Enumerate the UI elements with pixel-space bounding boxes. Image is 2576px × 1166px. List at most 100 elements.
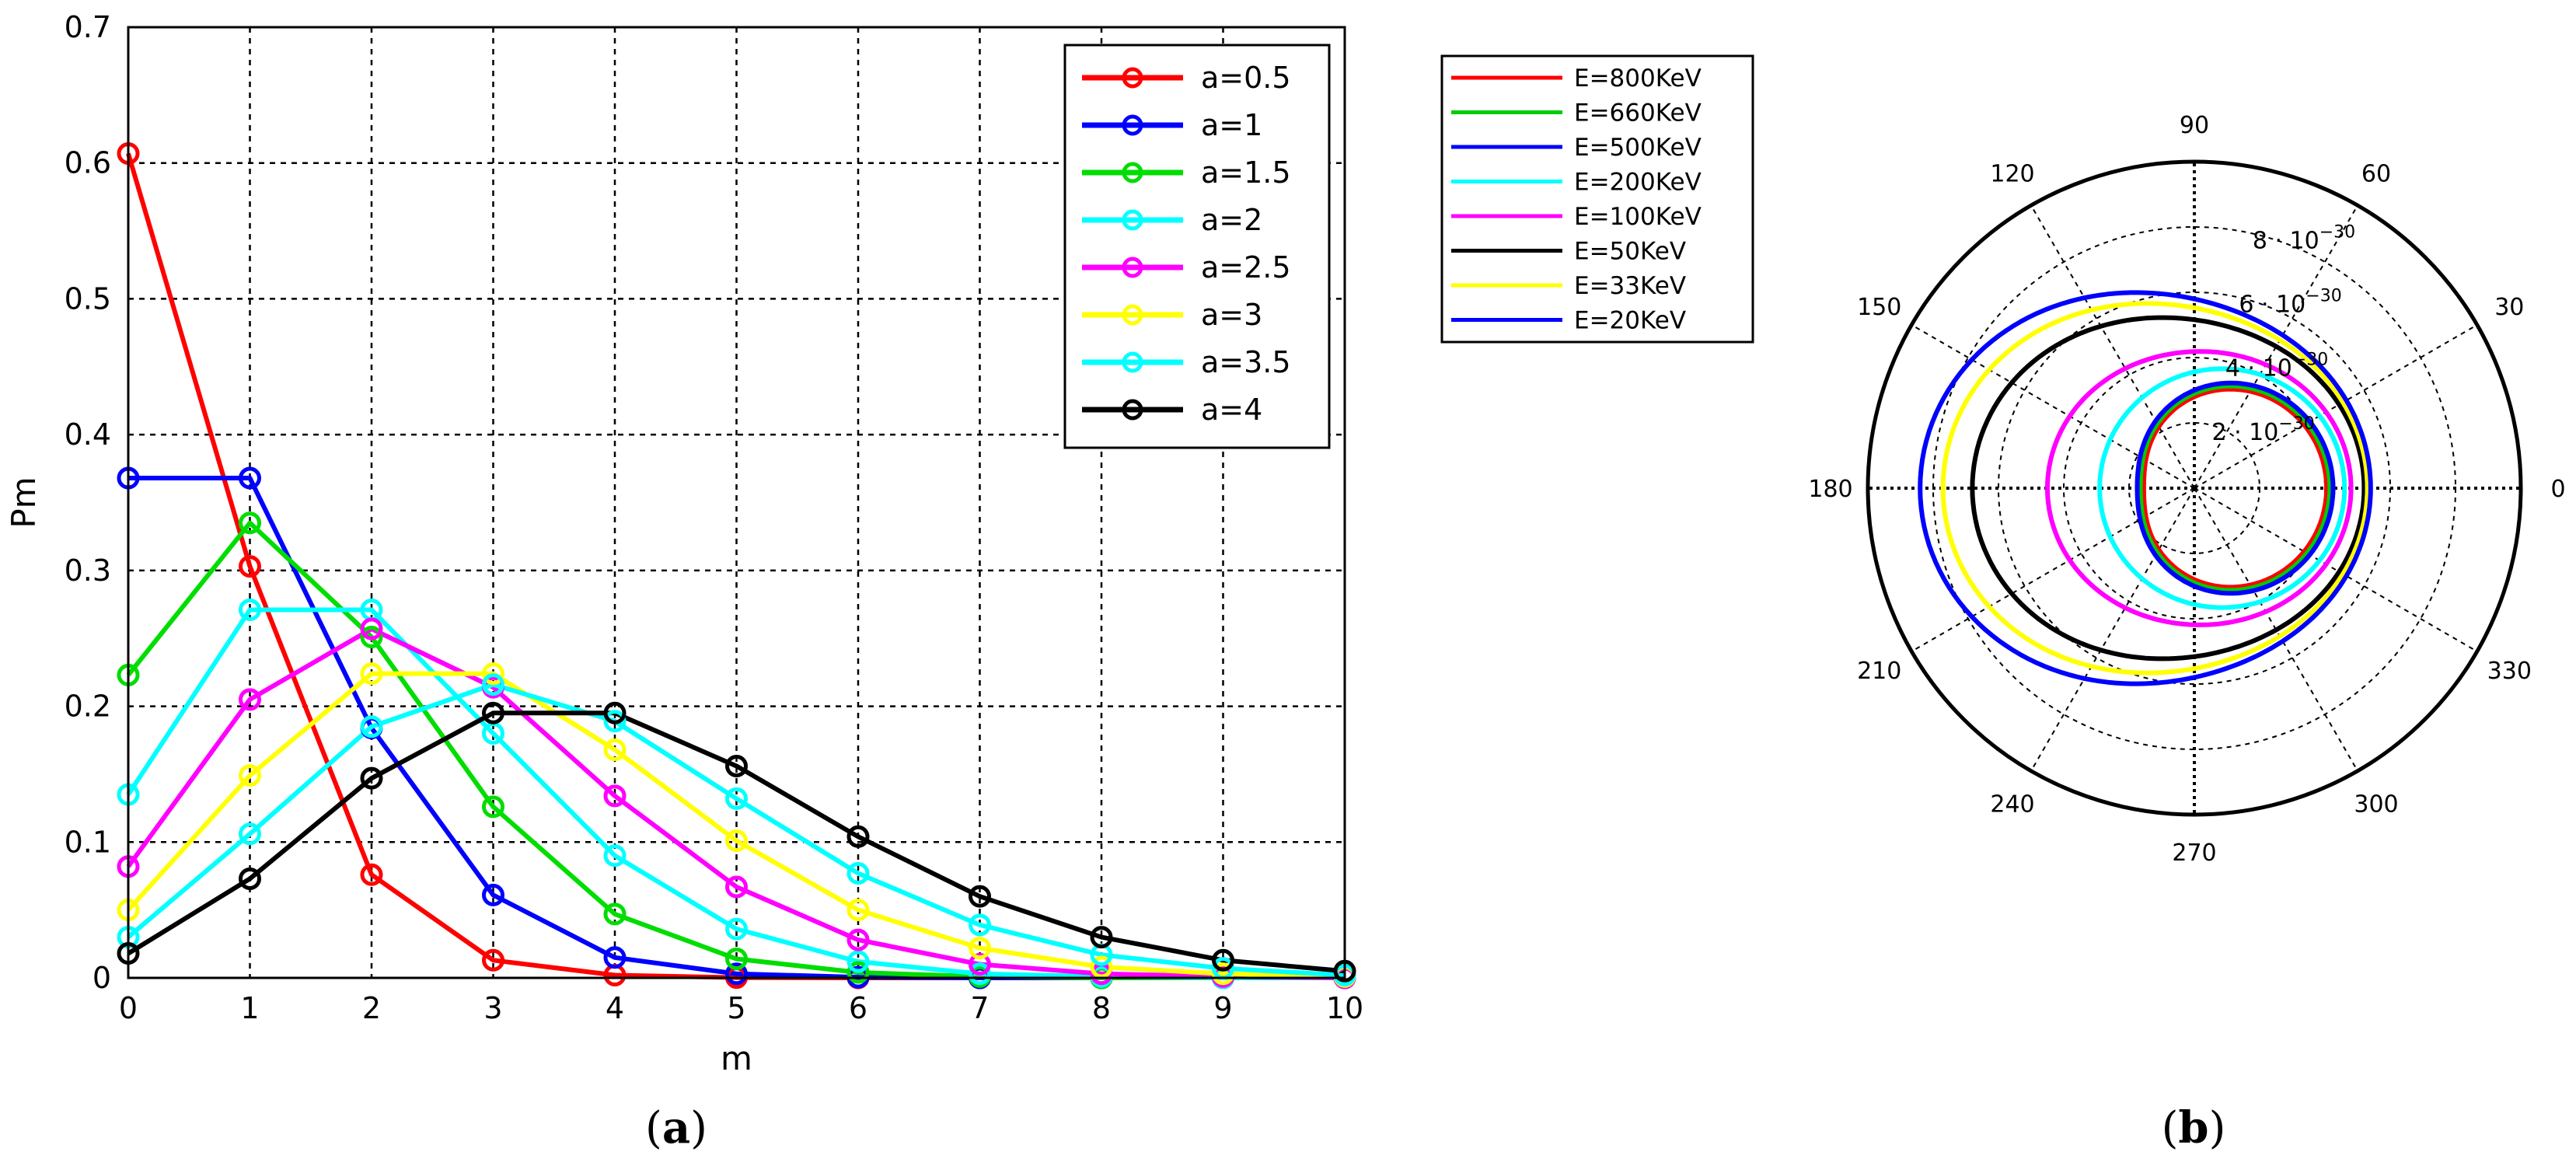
data-point xyxy=(846,950,870,973)
data-point xyxy=(482,662,504,686)
data-point xyxy=(360,863,383,886)
polar-curve-E=33KeV xyxy=(1940,301,2370,676)
y-axis-label: Pm xyxy=(5,477,43,528)
data-point xyxy=(360,617,383,641)
radial-tick-labels: 2 · 10−30 4 · 10−30 6 · 10−30 8 · 10−30 xyxy=(2211,222,2355,445)
legend-label: a=1 xyxy=(1201,108,1262,142)
y-tick-labels: 0 0.1 0.2 0.3 0.4 0.5 0.6 0.7 xyxy=(65,10,111,995)
data-point xyxy=(846,825,870,848)
data-point xyxy=(360,715,383,738)
polar-curve-E=20KeV xyxy=(1918,290,2373,686)
legend-swatch-marker xyxy=(1122,351,1143,373)
radial-tick-label: 4 · 10−30 xyxy=(2225,351,2328,382)
x-axis-label: m xyxy=(721,1039,752,1077)
polar-spoke xyxy=(1911,324,2195,489)
x-tick-label: 10 xyxy=(1326,991,1363,1025)
data-point xyxy=(239,688,261,711)
axes-box xyxy=(127,26,1346,979)
data-point xyxy=(239,511,261,535)
data-point xyxy=(603,844,627,868)
legend-label: E=20KeV xyxy=(1574,307,1686,335)
data-point xyxy=(969,885,991,908)
data-point xyxy=(239,764,261,787)
polar-spoke xyxy=(2194,204,2358,489)
radial-tick-label: 8 · 10−30 xyxy=(2253,222,2355,254)
angle-tick-label: 270 xyxy=(2172,840,2216,867)
polar-curve-E=100KeV xyxy=(2045,349,2354,627)
legend-swatch-marker xyxy=(1122,304,1143,326)
data-point xyxy=(725,787,748,810)
legend-swatch-marker xyxy=(1122,399,1143,421)
data-point xyxy=(239,867,261,890)
angle-tick-label: 60 xyxy=(2361,161,2391,188)
data-point xyxy=(603,902,627,926)
data-point xyxy=(360,625,383,648)
angle-tick-label: 90 xyxy=(2180,112,2209,139)
legend-label: a=3.5 xyxy=(1201,345,1291,379)
legend-swatch-marker xyxy=(1122,67,1143,89)
data-point xyxy=(969,962,991,986)
data-point xyxy=(239,822,261,846)
data-point xyxy=(482,795,504,819)
data-point xyxy=(846,961,870,984)
data-point xyxy=(482,948,504,972)
angle-tick-label: 330 xyxy=(2487,658,2532,685)
y-tick-label: 0.7 xyxy=(65,10,111,44)
polar-curve-E=800KeV xyxy=(2141,386,2330,590)
panel-a-line-chart: 0 1 2 3 4 5 6 7 8 9 10 0 0.1 0.2 0.3 0.4 0.5 0.6 0.7 m Pm… xyxy=(5,10,1363,1154)
data-point xyxy=(725,948,748,971)
polar-curve-E=660KeV xyxy=(2138,383,2333,593)
x-tick-label: 7 xyxy=(970,991,989,1025)
data-point xyxy=(239,599,261,622)
polar-series xyxy=(1918,290,2373,686)
data-point xyxy=(603,701,627,724)
data-point xyxy=(603,784,627,808)
panel-a-caption: (a) xyxy=(645,1102,707,1154)
x-tick-label: 4 xyxy=(606,991,624,1025)
data-point xyxy=(846,928,870,951)
x-tick-label: 9 xyxy=(1213,991,1232,1025)
x-tick-label: 0 xyxy=(119,991,138,1025)
polar-spoke xyxy=(2194,324,2478,489)
panel-b-caption: (b) xyxy=(2162,1102,2226,1154)
x-tick-label: 8 xyxy=(1092,991,1111,1025)
data-point xyxy=(725,962,748,986)
legend-swatch-marker xyxy=(1122,162,1143,183)
legend-box xyxy=(1063,44,1331,449)
x-tick-labels: 0 1 2 3 4 5 6 7 8 9 10 xyxy=(119,991,1363,1025)
legend-label: E=33KeV xyxy=(1574,272,1686,300)
angle-tick-label: 120 xyxy=(1990,161,2034,188)
legend-label: a=4 xyxy=(1201,393,1262,427)
polar-spoke xyxy=(2030,487,2195,772)
legend-label: E=800KeV xyxy=(1574,65,1702,93)
x-tick-label: 1 xyxy=(240,991,259,1025)
polar-spoke xyxy=(2194,487,2478,652)
data-point xyxy=(725,754,748,777)
data-point xyxy=(239,466,261,490)
data-point xyxy=(603,946,627,969)
legend-label: E=500KeV xyxy=(1574,134,1702,162)
y-tick-label: 0.1 xyxy=(65,825,111,859)
x-tick-label: 2 xyxy=(362,991,381,1025)
data-point xyxy=(1090,955,1113,979)
data-point xyxy=(969,937,991,960)
data-point xyxy=(969,913,991,937)
y-tick-label: 0 xyxy=(92,961,111,995)
data-point xyxy=(603,738,627,761)
series-line-a=2.5 xyxy=(126,626,1346,980)
data-point xyxy=(725,875,748,899)
legend-label: a=0.5 xyxy=(1201,61,1291,95)
polar-curve-E=500KeV xyxy=(2134,380,2336,596)
angle-tick-label: 150 xyxy=(1857,294,1901,321)
series-line-a=3 xyxy=(126,671,1346,979)
legend: a=0.5 a=1 a=1.5 a=2 a=2.5 a=3 a=3.5 a=4 xyxy=(1063,44,1331,449)
legend-label: E=50KeV xyxy=(1574,238,1686,266)
legend-label: a=1.5 xyxy=(1201,155,1291,190)
angle-tick-labels: 0 30 60 90 120 150 180 210 240 270 300 330 xyxy=(1808,112,2565,867)
angle-tick-label: 30 xyxy=(2494,294,2524,321)
angle-tick-label: 180 xyxy=(1808,476,1852,503)
data-point xyxy=(603,710,627,733)
legend-label: a=2 xyxy=(1201,203,1262,237)
radial-tick-label: 6 · 10−30 xyxy=(2239,287,2341,319)
legend: E=800KeV E=660KeV E=500KeV E=200KeV E=100KeV… xyxy=(1440,54,1754,344)
